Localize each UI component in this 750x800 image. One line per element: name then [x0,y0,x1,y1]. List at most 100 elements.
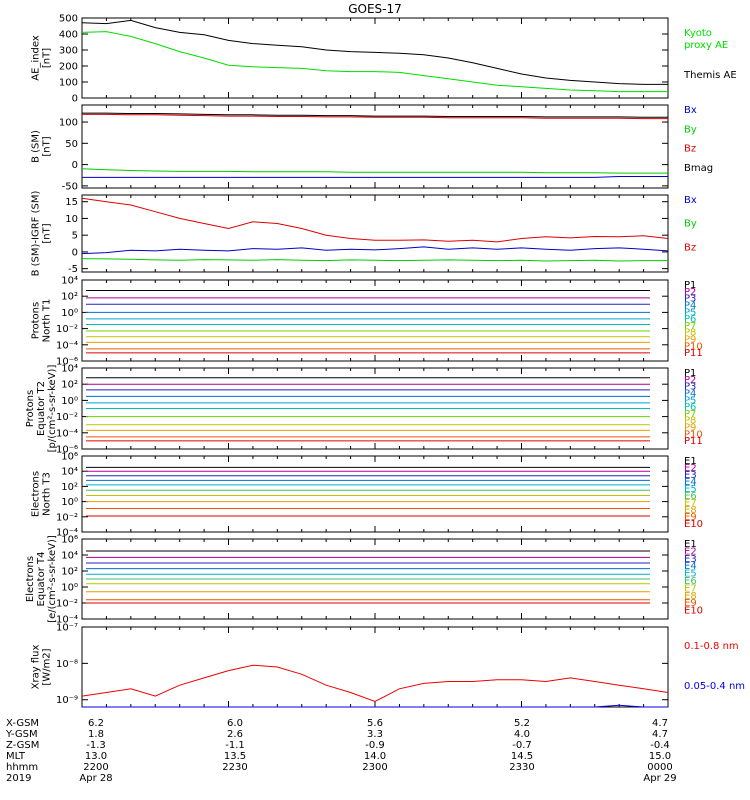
footer-value: 14.0 [364,751,386,762]
y-axis-label: B (SM) [31,130,42,163]
footer-value: 15.0 [649,751,671,762]
y-axis-label: Equator T4 [36,552,47,607]
y-tick-label: -5 [68,264,78,275]
y-tick-label: 15 [65,197,78,208]
panel-bsm: 100 50 0 -50 B (SM) [nT] Bx By Bz Bmag [31,104,713,192]
legend-entry: P1 [684,280,696,291]
footer-value: -0.7 [512,740,532,751]
y-tick-label: 10⁻⁶ [56,445,78,456]
y-tick-label: 300 [59,46,78,57]
y-tick-label: 10² [61,292,78,303]
series-line-bx [82,176,668,178]
footer-value: 3.3 [367,729,383,740]
y-tick-label: 10⁻⁴ [56,428,78,439]
y-tick-label: 200 [59,62,78,73]
footer-row-label: 2019 [6,773,31,784]
y-tick-label: 10⁰ [61,308,78,319]
y-tick-label: 10⁰ [61,396,78,407]
y-tick-label: 10⁻² [56,512,78,523]
legend-entry: P3 [684,382,696,393]
legend-entry: E5 [684,484,697,495]
y-axis-label: Electrons [31,471,42,517]
y-axis-label: [W/m2] [42,648,53,685]
y-tick-label: 10² [61,380,78,391]
series-line-0-05-0-4-nm [82,704,668,708]
footer-value: 4.7 [652,718,668,729]
legend-entry: P7 [684,409,696,420]
footer-row-label: MLT [6,751,26,762]
y-axis-label: Protons [25,390,36,427]
footer-value: -0.9 [365,740,385,751]
panel-eeq: 10⁶ 10⁴ 10² 10⁰ 10⁻² 10⁻⁴ Electrons Equator T4[… [25,535,703,626]
y-axis-label: North T1 [42,299,53,343]
legend-entry: P11 [684,436,703,447]
footer-value: Apr 29 [643,773,676,784]
y-axis-label: North T3 [42,472,53,516]
panel-bdiff: 15 10 5 0 -5 B (SM)-IGRF (SM) [nT] Bx By Bz [31,191,697,277]
legend-entry: P8 [684,416,696,427]
legend-entry: 0.05-0.4 nm [684,681,745,692]
legend-entry: P4 [684,388,696,399]
series-line-bz [81,197,669,243]
series-line-themis-ae [81,19,668,85]
footer-value: 14.5 [511,751,533,762]
y-axis-label: Electrons [25,556,36,602]
y-axis-label: B (SM)-IGRF (SM) [31,191,42,277]
legend-entry: Bz [684,144,696,155]
legend-entry: E9 [684,512,697,523]
orbit-footer: X-GSM 6.2 6.0 5.6 5.2 4.7 Y-GSM 1.8 2.6 3.3 4.0 4.7… [5,718,677,784]
legend-entry: E8 [684,505,697,516]
footer-value: 2300 [362,762,387,773]
legend-entry: P3 [684,294,696,305]
legend-entry: P6 [684,314,696,325]
y-tick-label: 5 [72,231,78,242]
legend-entry: By [684,124,697,135]
series-line-bx [81,246,669,255]
y-tick-label: 10⁴ [61,276,78,287]
legend-entry: P4 [684,300,696,311]
footer-value: Apr 28 [79,773,112,784]
legend-entry: E9 [684,598,697,609]
legend-entry: P2 [684,287,696,298]
legend-entry: P10 [684,429,703,440]
y-axis-label: Xray flux [31,645,42,690]
legend-entry: E5 [684,569,697,580]
footer-value: 2330 [509,762,534,773]
y-axis-label: [nT] [42,136,53,156]
legend-entry: P10 [684,341,703,352]
panel-frame [81,626,669,708]
legend-entry: Bmag [684,163,713,174]
footer-row-label: Z-GSM [6,740,39,751]
series-line-by [81,258,668,262]
series-line-by [81,168,668,174]
y-tick-label: 10⁻⁴ [56,340,78,351]
footer-value: 0000 [647,762,672,773]
footer-value: -0.4 [650,740,670,751]
footer-value: 4.7 [652,729,668,740]
y-tick-label: 10² [61,482,78,493]
y-tick-label: 10⁻⁸ [56,659,78,670]
y-tick-label: 10⁴ [61,364,78,375]
legend-entry: P5 [684,307,696,318]
legend-entry: E7 [684,498,697,509]
y-tick-label: 10⁶ [61,452,78,463]
y-tick-label: 500 [59,14,78,25]
y-tick-label: 10⁴ [61,551,78,562]
footer-value: 1.8 [88,729,104,740]
y-tick-label: 0 [72,94,78,105]
footer-value: 5.2 [514,718,530,729]
legend-entry: P7 [684,321,696,332]
legend-entry: Bx [684,105,697,116]
y-tick-label: 100 [59,78,78,89]
footer-value: 4.0 [514,729,530,740]
legend-entry: E6 [684,491,697,502]
y-tick-label: 0 [72,160,78,171]
footer-value: 6.2 [88,718,104,729]
legend-entry: P11 [684,348,703,359]
y-tick-label: 10⁰ [61,497,78,508]
series-line-0-1-0-8-nm [81,664,669,703]
legend-entry: E2 [684,546,697,557]
